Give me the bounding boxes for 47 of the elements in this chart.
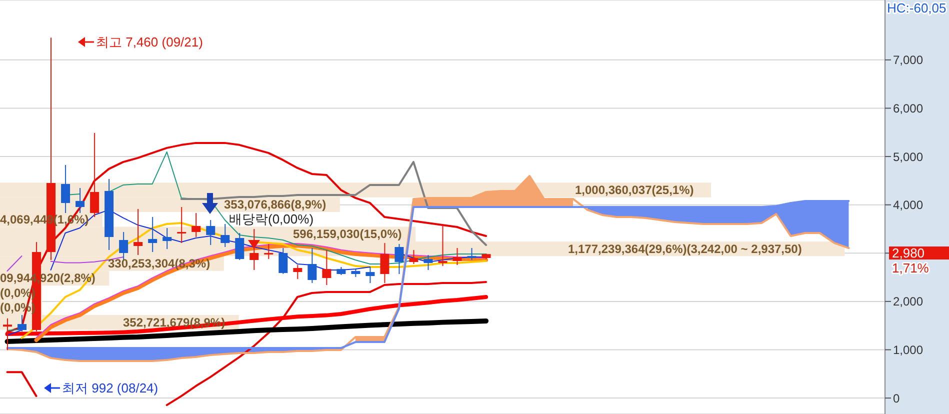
band-label: 352,721,679(8,9%) (123, 315, 226, 330)
y-tick-label: 2,000 (893, 294, 924, 309)
band-label: 1,000,360,037(25,1%) (575, 182, 694, 197)
candlestick (424, 254, 433, 270)
text: 2,980 (892, 246, 925, 260)
y-tick-label: 1,000 (893, 343, 924, 358)
annotation: 최저 992 (08/24) (62, 380, 158, 396)
band-label: 353,076,866(8,9%) (224, 198, 326, 212)
y-tick-label: 6,000 (893, 101, 924, 116)
candlestick (394, 244, 404, 275)
candlestick (452, 248, 462, 266)
candlestick (467, 248, 476, 260)
candlestick (366, 266, 375, 284)
annotation: 최고 7,460 (09/21) (96, 34, 203, 50)
candlestick (177, 206, 186, 244)
candlestick (380, 242, 390, 284)
text: 1,71% (892, 260, 930, 276)
candlestick (409, 249, 418, 265)
candlestick (148, 216, 158, 253)
y-tick-label: 4,000 (893, 198, 924, 212)
candlestick (3, 318, 12, 351)
candlestick (250, 228, 259, 270)
line-series (180, 160, 488, 246)
candlestick (264, 244, 274, 260)
y-tick-label: 0 (893, 391, 900, 406)
candlestick (278, 248, 288, 274)
candlestick (18, 314, 27, 332)
y-tick-label: 7,000 (893, 53, 924, 68)
annotation: 배당락(0,00%) (229, 212, 314, 226)
candlestick (119, 231, 128, 260)
candlestick (220, 224, 230, 248)
candlestick (76, 187, 85, 214)
candlestick (206, 219, 216, 246)
candlestick (192, 212, 201, 238)
candlestick (322, 249, 332, 286)
candlestick (308, 248, 317, 284)
y-tick-label: 5,000 (893, 150, 924, 164)
candlestick (134, 208, 143, 256)
candlestick (235, 232, 244, 260)
candlestick (438, 224, 448, 267)
candlestick (90, 132, 100, 218)
candlestick (162, 228, 172, 250)
candlestick (293, 264, 302, 280)
band-label: 1,177,239,364(29,6%)(3,242,00 ~ 2,937,50) (568, 242, 802, 256)
band-label: 596,159,030(15,0%) (293, 227, 402, 242)
candlestick (61, 164, 70, 214)
text: HC:-60,05 (887, 0, 946, 16)
